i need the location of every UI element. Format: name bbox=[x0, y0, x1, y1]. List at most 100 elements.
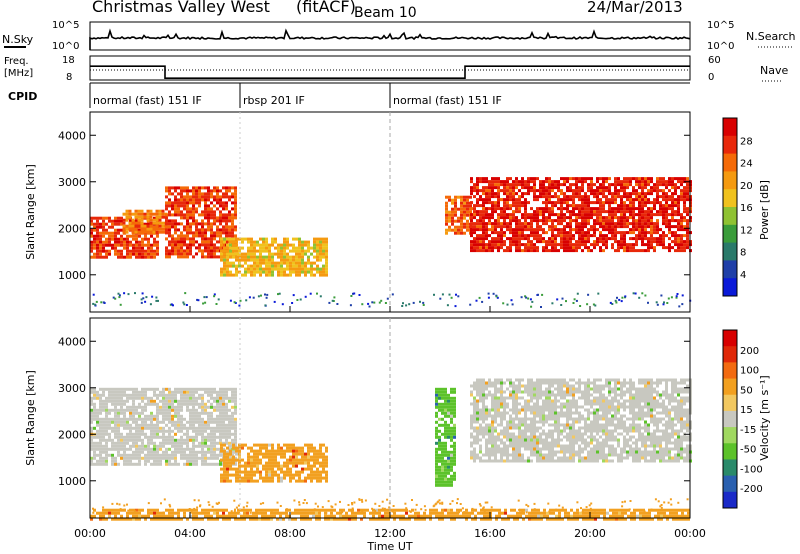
heatmap-cell bbox=[412, 301, 415, 304]
heatmap-cell bbox=[316, 267, 319, 271]
heatmap-cell bbox=[247, 458, 250, 462]
heatmap-cell bbox=[608, 183, 611, 187]
heatmap-cell bbox=[503, 213, 506, 217]
heatmap-cell bbox=[450, 459, 453, 463]
heatmap-cell bbox=[198, 393, 201, 397]
heatmap-cell bbox=[304, 458, 307, 462]
heatmap-cell bbox=[156, 420, 159, 424]
heatmap-cell bbox=[220, 467, 223, 471]
heatmap-cell bbox=[620, 231, 623, 235]
heatmap-cell bbox=[521, 384, 524, 388]
heatmap-cell bbox=[234, 228, 237, 232]
heatmap-cell bbox=[599, 240, 602, 244]
heatmap-cell bbox=[512, 387, 515, 391]
heatmap-cell bbox=[165, 462, 168, 466]
heatmap-cell bbox=[680, 183, 683, 187]
heatmap-cell bbox=[99, 399, 102, 403]
heatmap-cell bbox=[593, 189, 596, 193]
heatmap-cell bbox=[671, 180, 674, 184]
heatmap-cell bbox=[216, 405, 219, 409]
heatmap-cell bbox=[457, 195, 460, 199]
heatmap-cell bbox=[99, 453, 102, 457]
heatmap-cell bbox=[551, 225, 554, 229]
heatmap-cell bbox=[551, 180, 554, 184]
heatmap-cell bbox=[225, 213, 228, 217]
heatmap-cell bbox=[213, 213, 216, 217]
heatmap-cell bbox=[198, 432, 201, 436]
heatmap-cell bbox=[569, 234, 572, 238]
heatmap-cell bbox=[617, 195, 620, 199]
heatmap-cell bbox=[216, 225, 219, 229]
heatmap-cell bbox=[587, 213, 590, 217]
heatmap-cell bbox=[527, 222, 530, 226]
heatmap-cell bbox=[250, 246, 253, 250]
heatmap-cell bbox=[512, 204, 515, 208]
heatmap-cell bbox=[638, 201, 641, 205]
heatmap-cell bbox=[123, 246, 126, 250]
heatmap-cell bbox=[575, 177, 578, 181]
heatmap-cell bbox=[125, 209, 129, 213]
heatmap-cell bbox=[292, 267, 295, 271]
heatmap-cell bbox=[96, 444, 99, 448]
heatmap-cell bbox=[482, 420, 485, 424]
heatmap-cell bbox=[174, 189, 177, 193]
heatmap-cell bbox=[155, 218, 159, 222]
heatmap-cell bbox=[93, 234, 96, 238]
heatmap-cell bbox=[304, 273, 307, 277]
heatmap-cell bbox=[234, 408, 237, 412]
heatmap-cell bbox=[151, 295, 154, 298]
heatmap-cell bbox=[207, 240, 210, 244]
heatmap-cell bbox=[247, 252, 250, 256]
heatmap-cell bbox=[470, 207, 473, 211]
heatmap-cell bbox=[617, 180, 620, 184]
heatmap-cell bbox=[644, 294, 647, 297]
heatmap-cell bbox=[441, 405, 444, 409]
heatmap-cell bbox=[216, 417, 219, 421]
heatmap-cell bbox=[96, 234, 99, 238]
heatmap-cell bbox=[680, 249, 683, 253]
heatmap-cell bbox=[316, 292, 318, 295]
heatmap-cell bbox=[450, 474, 453, 478]
heatmap-cell bbox=[572, 204, 575, 208]
heatmap-cell bbox=[644, 228, 647, 232]
heatmap-cell bbox=[135, 444, 138, 448]
heatmap-cell bbox=[170, 303, 173, 306]
heatmap-cell bbox=[219, 234, 222, 238]
heatmap-cell bbox=[174, 453, 177, 457]
heatmap-cell bbox=[268, 264, 271, 268]
heatmap-cell bbox=[283, 443, 286, 447]
heatmap-cell bbox=[96, 243, 99, 247]
heatmap-cell bbox=[536, 441, 539, 445]
heatmap-cell bbox=[444, 462, 447, 466]
heatmap-cell bbox=[259, 267, 262, 271]
heatmap-cell bbox=[141, 426, 144, 430]
heatmap-cell bbox=[485, 414, 488, 418]
heatmap-cell bbox=[93, 222, 96, 226]
heatmap-cell bbox=[435, 414, 438, 418]
heatmap-cell bbox=[210, 243, 213, 247]
heatmap-cell bbox=[150, 438, 153, 442]
heatmap-cell bbox=[453, 426, 456, 430]
heatmap-cell bbox=[479, 228, 482, 232]
heatmap-cell bbox=[497, 423, 500, 427]
heatmap-cell bbox=[131, 230, 135, 234]
heatmap-cell bbox=[491, 207, 494, 211]
heatmap-cell bbox=[665, 213, 668, 217]
heatmap-cell bbox=[195, 453, 198, 457]
heatmap-cell bbox=[158, 230, 162, 234]
heatmap-cell bbox=[132, 408, 135, 412]
heatmap-cell bbox=[150, 432, 153, 436]
heatmap-cell bbox=[677, 207, 680, 211]
heatmap-cell bbox=[605, 198, 608, 202]
heatmap-cell bbox=[283, 249, 286, 253]
heatmap-cell bbox=[229, 464, 232, 468]
heatmap-cell bbox=[563, 207, 566, 211]
heatmap-cell bbox=[250, 461, 253, 465]
heatmap-cell bbox=[506, 459, 509, 463]
heatmap-cell bbox=[509, 249, 512, 253]
heatmap-cell bbox=[530, 393, 533, 397]
heatmap-cell bbox=[210, 195, 213, 199]
heatmap-cell bbox=[515, 426, 518, 430]
heatmap-cell bbox=[668, 204, 671, 208]
